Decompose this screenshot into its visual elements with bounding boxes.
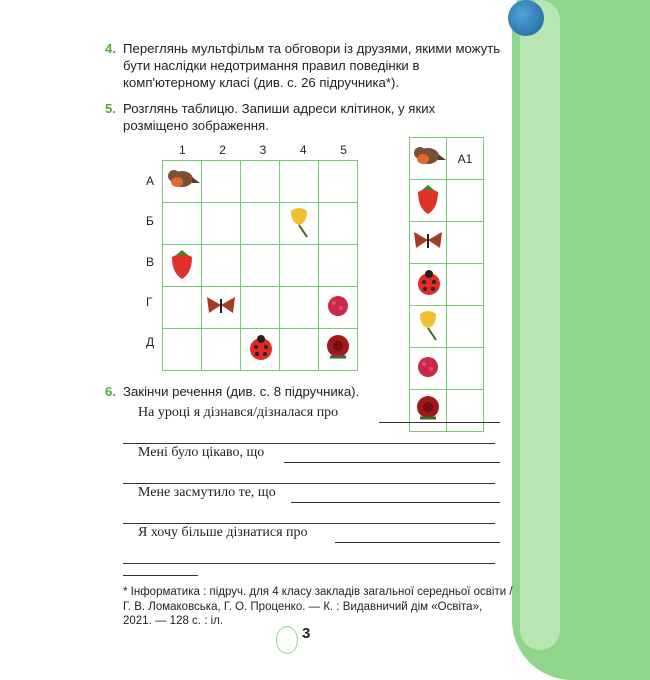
grid-cell <box>240 244 280 287</box>
grid-cell <box>318 328 358 371</box>
answer-icon-cell <box>409 305 447 348</box>
answer-line[interactable] <box>123 563 495 564</box>
grid-cell <box>279 202 319 245</box>
answer-icon-cell <box>409 347 447 390</box>
task-4: 4. Переглянь мультфільм та обговори із д… <box>105 40 503 91</box>
answer-icon-cell <box>409 263 447 306</box>
answer-line[interactable] <box>291 502 500 503</box>
flower-icon <box>420 311 437 341</box>
row-header: Д <box>146 335 155 350</box>
strawberry-icon <box>172 250 192 279</box>
sentence-prompt: Мені було цікаво, що <box>138 445 265 460</box>
picture-grid <box>162 160 358 371</box>
grid-cell <box>162 328 202 371</box>
ladybug-icon <box>250 335 272 360</box>
answer-icon-cell <box>409 389 447 432</box>
bird-icon <box>414 147 446 164</box>
grid-cell <box>162 286 202 329</box>
answer-cell[interactable] <box>446 221 484 264</box>
grid-cell <box>162 244 202 287</box>
grid-cell <box>279 286 319 329</box>
answer-line[interactable] <box>284 462 500 463</box>
column-header: 1 <box>179 143 186 157</box>
column-header: 5 <box>340 143 347 157</box>
grid-cell <box>318 160 358 203</box>
row-header: Б <box>146 214 154 229</box>
answer-table: А1 <box>409 137 484 432</box>
globe-icon <box>508 0 544 36</box>
grid-cell <box>279 244 319 287</box>
answer-cell[interactable] <box>446 263 484 306</box>
row-header: Г <box>146 294 153 309</box>
raspberry-icon <box>418 357 438 377</box>
task-5: 5. Розглянь таблицю. Запиши адреси кліти… <box>105 100 503 134</box>
grid-cell <box>162 202 202 245</box>
row-header: В <box>146 254 155 269</box>
answer-icon-cell <box>409 137 447 180</box>
task-text: Розглянь таблицю. Запиши адреси клітинок… <box>123 101 436 133</box>
grid-cell <box>201 160 241 203</box>
page-number: 3 <box>302 625 311 642</box>
answer-line[interactable] <box>378 422 500 423</box>
sentence-prompt: На уроці я дізнався/дізналася про <box>138 405 339 420</box>
answer-line[interactable] <box>123 443 495 444</box>
grid-cell <box>201 202 241 245</box>
column-header: 2 <box>219 143 226 157</box>
task-text: Закінчи речення (див. с. 8 підручника). <box>123 384 360 399</box>
answer-cell[interactable] <box>446 305 484 348</box>
grid-cell <box>162 160 202 203</box>
answer-cell[interactable]: А1 <box>446 137 484 180</box>
grid-cell <box>279 160 319 203</box>
footnote-divider <box>123 575 198 576</box>
grid-cell <box>201 244 241 287</box>
raspberry-icon <box>328 296 348 316</box>
grid-cell <box>201 286 241 329</box>
grid-cell <box>318 202 358 245</box>
task-text: Переглянь мультфільм та обговори із друз… <box>123 41 501 90</box>
grid-cell <box>240 286 280 329</box>
butterfly-icon <box>414 232 442 248</box>
task-number: 4. <box>105 41 116 56</box>
answer-icon-cell <box>409 221 447 264</box>
grid-cell <box>240 160 280 203</box>
bird-icon <box>168 170 200 187</box>
grid-cell <box>318 244 358 287</box>
footnote: * Інформатика : підруч. для 4 класу закл… <box>123 586 513 627</box>
column-header: 3 <box>259 143 267 157</box>
green-page-border-light <box>520 0 560 650</box>
task-number: 6. <box>105 384 116 399</box>
answer-line[interactable] <box>335 542 500 543</box>
grid-cell <box>240 328 280 371</box>
rose-icon <box>417 396 439 420</box>
answer-icon-cell <box>409 179 447 222</box>
answer-line[interactable] <box>123 523 495 524</box>
ladybug-icon <box>418 270 440 295</box>
rose-icon <box>327 335 349 359</box>
grid-cell <box>318 286 358 329</box>
column-header: 4 <box>299 143 307 157</box>
task-6: 6. Закінчи речення (див. с. 8 підручника… <box>105 383 503 400</box>
row-header: А <box>146 174 155 188</box>
answer-cell[interactable] <box>446 389 484 432</box>
sentence-prompt: Мене засмутило те, що <box>138 485 276 500</box>
grid-cell <box>279 328 319 371</box>
flower-icon <box>291 208 308 238</box>
task-number: 5. <box>105 101 116 116</box>
strawberry-icon <box>418 185 438 214</box>
answer-cell[interactable] <box>446 179 484 222</box>
grid-cell <box>240 202 280 245</box>
answer-line[interactable] <box>123 483 495 484</box>
grid-cell <box>201 328 241 371</box>
butterfly-icon <box>207 297 235 313</box>
sentence-prompt: Я хочу більше дізнатися про <box>138 525 308 540</box>
